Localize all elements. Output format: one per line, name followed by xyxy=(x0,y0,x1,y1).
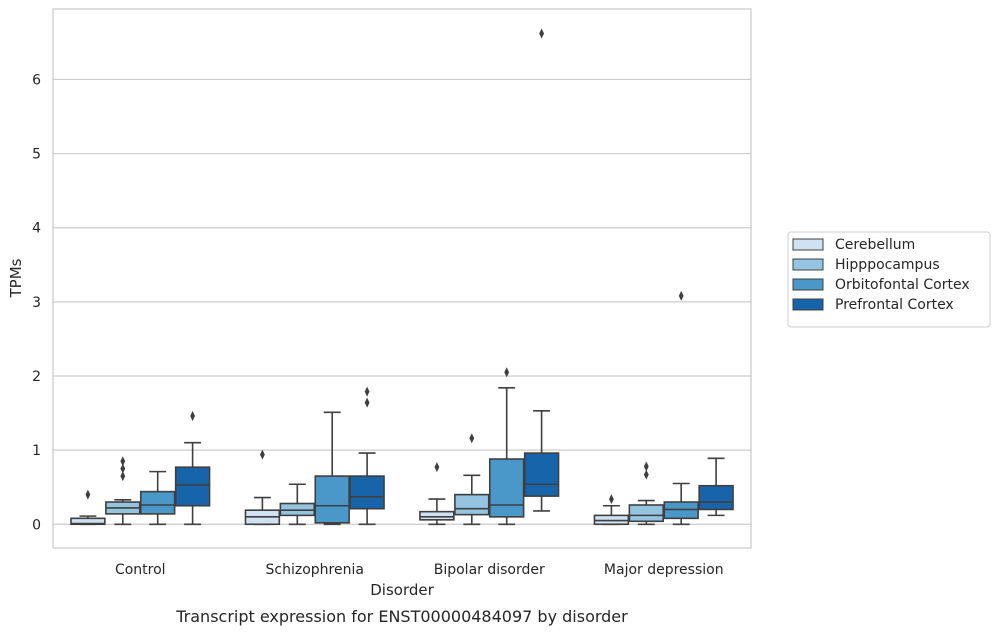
y-tick-label: 2 xyxy=(32,369,41,385)
box-body xyxy=(419,510,455,521)
box-body xyxy=(523,452,560,497)
y-tick-label: 3 xyxy=(32,295,41,311)
outlier-point xyxy=(190,411,195,422)
y-tick-label: 0 xyxy=(32,517,41,533)
box-orbitofontal-cortex-0 xyxy=(139,470,176,526)
y-axis-ticks: 0 1 2 3 4 5 6 xyxy=(32,72,41,533)
outlier-point xyxy=(504,367,510,378)
y-tick-label: 6 xyxy=(32,72,41,88)
box-body xyxy=(488,458,525,518)
grid-lines xyxy=(53,78,751,525)
box-cerebellum-1 xyxy=(244,449,281,526)
legend-label: Cerebellum xyxy=(835,237,915,253)
outlier-point xyxy=(643,469,649,480)
box-prefrontal-cortex-3 xyxy=(698,457,734,517)
box-body xyxy=(139,490,176,515)
outlier-point xyxy=(364,386,370,397)
legend: Cerebellum Hipppocampus Orbitofontal Corte… xyxy=(787,231,991,328)
outlier-point xyxy=(678,290,684,301)
chart-caption: Transcript expression for ENST0000048409… xyxy=(175,607,628,626)
box-hipppocampus-3 xyxy=(628,461,665,526)
legend-swatch xyxy=(792,298,824,311)
box-cerebellum-0 xyxy=(70,489,106,526)
legend-label: Orbitofontal Cortex xyxy=(835,277,970,293)
box-body xyxy=(349,475,385,510)
legend-label: Prefrontal Cortex xyxy=(835,297,954,313)
box-cerebellum-2 xyxy=(419,462,455,526)
y-tick-label: 1 xyxy=(32,443,41,459)
box-orbitofontal-cortex-2 xyxy=(488,367,525,526)
box-prefrontal-cortex-1 xyxy=(349,386,385,526)
box-prefrontal-cortex-0 xyxy=(174,411,211,526)
outlier-point xyxy=(120,456,126,467)
plot-frame xyxy=(52,8,752,549)
box-prefrontal-cortex-2 xyxy=(523,28,560,512)
box-body xyxy=(174,466,211,507)
outlier-point xyxy=(120,463,126,474)
outlier-point xyxy=(539,28,544,39)
x-tick-label: Control xyxy=(115,562,166,578)
outlier-point xyxy=(364,397,370,408)
box-hipppocampus-2 xyxy=(454,433,490,526)
outlier-point xyxy=(85,489,91,500)
x-tick-label: Major depression xyxy=(604,562,724,578)
x-axis-title: Disorder xyxy=(370,581,434,599)
outlier-point xyxy=(469,433,475,444)
box-cerebellum-3 xyxy=(593,494,630,526)
box-orbitofontal-cortex-3 xyxy=(663,290,699,526)
y-axis-title: TPMs xyxy=(7,258,25,298)
legend-frame xyxy=(787,231,991,328)
box-body xyxy=(628,504,665,523)
y-tick-label: 4 xyxy=(32,221,41,237)
box-body xyxy=(454,493,490,516)
box-plot-marks xyxy=(70,28,734,526)
box-orbitofontal-cortex-1 xyxy=(314,411,350,526)
outlier-point xyxy=(609,494,614,505)
outlier-point xyxy=(120,471,126,482)
y-tick-label: 5 xyxy=(32,147,41,163)
x-tick-label: Bipolar disorder xyxy=(434,562,545,578)
outlier-point xyxy=(260,449,265,460)
legend-swatch xyxy=(792,278,824,291)
legend-label: Hipppocampus xyxy=(835,257,940,273)
box-body xyxy=(698,484,734,511)
box-hipppocampus-0 xyxy=(105,456,141,526)
x-tick-label: Schizophrenia xyxy=(266,562,364,578)
box-body xyxy=(314,475,350,524)
legend-swatch xyxy=(792,238,824,251)
legend-swatch xyxy=(792,258,824,271)
outlier-point xyxy=(434,462,440,473)
box-hipppocampus-1 xyxy=(279,483,316,526)
x-axis-ticks: Control Schizophrenia Bipolar disorder Majo… xyxy=(115,562,724,578)
outlier-point xyxy=(643,461,649,472)
